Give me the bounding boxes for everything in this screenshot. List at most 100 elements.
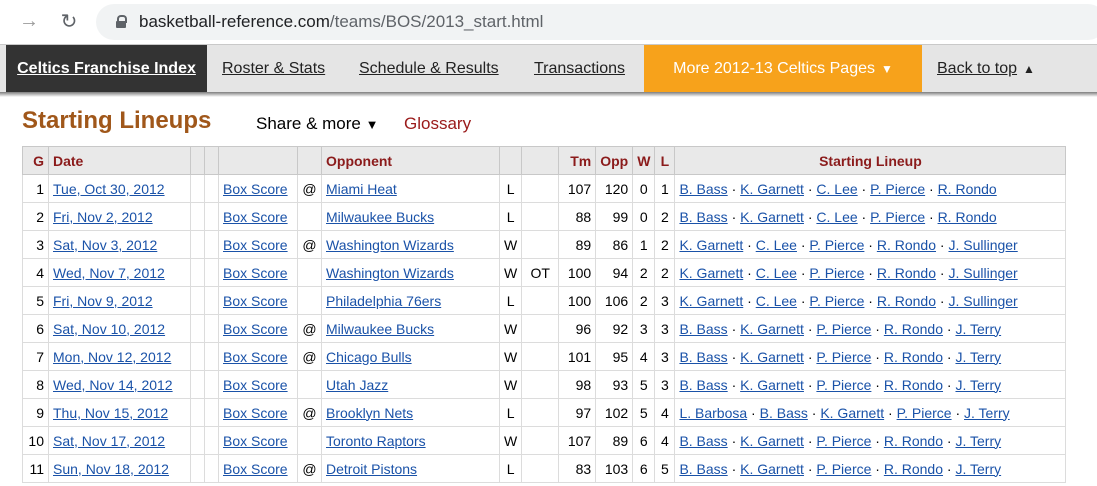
player-link[interactable]: K. Garnett [740, 320, 804, 337]
player-link[interactable]: K. Garnett [679, 236, 744, 253]
opponent-link[interactable]: Brooklyn Nets [326, 404, 414, 421]
player-link[interactable]: K. Garnett [740, 376, 804, 393]
opponent-link[interactable]: Washington Wizards [326, 264, 454, 281]
player-link[interactable]: C. Lee [816, 180, 858, 197]
player-link[interactable]: B. Bass [679, 376, 728, 393]
opponent-link[interactable]: Chicago Bulls [326, 348, 412, 365]
player-link[interactable]: P. Pierce [809, 264, 865, 281]
player-link[interactable]: R. Rondo [883, 320, 944, 337]
box-score-link[interactable]: Box Score [223, 208, 288, 225]
player-link[interactable]: R. Rondo [937, 180, 997, 197]
player-link[interactable]: J. Terry [955, 320, 1002, 337]
header-starting-lineup[interactable]: Starting Lineup [674, 146, 1067, 175]
nav-transactions[interactable]: Transactions [534, 60, 625, 77]
opponent-link[interactable]: Philadelphia 76ers [326, 292, 442, 309]
player-link[interactable]: P. Pierce [809, 236, 865, 253]
player-link[interactable]: K. Garnett [740, 460, 804, 477]
player-link[interactable]: P. Pierce [816, 460, 872, 477]
glossary-link[interactable]: Glossary [404, 114, 472, 133]
box-score-link[interactable]: Box Score [223, 236, 288, 253]
player-link[interactable]: C. Lee [755, 292, 797, 309]
date-link[interactable]: Fri, Nov 2, 2012 [53, 208, 153, 225]
date-link[interactable]: Mon, Nov 12, 2012 [53, 348, 172, 365]
player-link[interactable]: J. Terry [964, 404, 1010, 421]
nav-roster-stats[interactable]: Roster & Stats [222, 60, 326, 77]
player-link[interactable]: R. Rondo [876, 264, 937, 281]
opponent-link[interactable]: Toronto Raptors [326, 432, 426, 449]
header-tm[interactable]: Tm [558, 146, 597, 175]
player-link[interactable]: J. Terry [955, 432, 1002, 449]
player-link[interactable]: K. Garnett [740, 208, 804, 225]
player-link[interactable]: C. Lee [755, 236, 797, 253]
player-link[interactable]: P. Pierce [816, 376, 872, 393]
forward-arrow-icon[interactable]: → [19, 9, 39, 32]
header-opp[interactable]: Opp [595, 146, 634, 175]
player-link[interactable]: K. Garnett [740, 180, 804, 197]
player-link[interactable]: R. Rondo [937, 208, 997, 225]
header-g[interactable]: G [22, 146, 49, 175]
date-link[interactable]: Wed, Nov 7, 2012 [53, 264, 165, 281]
opponent-link[interactable]: Utah Jazz [326, 376, 389, 393]
opponent-link[interactable]: Miami Heat [326, 180, 397, 197]
box-score-link[interactable]: Box Score [223, 432, 288, 449]
player-link[interactable]: L. Barbosa [679, 404, 748, 421]
player-link[interactable]: K. Garnett [820, 404, 885, 421]
date-link[interactable]: Sat, Nov 10, 2012 [53, 320, 166, 337]
nav-franchise-index[interactable]: Celtics Franchise Index [6, 45, 207, 92]
box-score-link[interactable]: Box Score [223, 404, 288, 421]
opponent-link[interactable]: Detroit Pistons [326, 460, 418, 477]
player-link[interactable]: J. Terry [955, 376, 1002, 393]
player-link[interactable]: R. Rondo [883, 432, 944, 449]
share-more-button[interactable]: Share & more ▼ [256, 114, 379, 134]
player-link[interactable]: P. Pierce [816, 348, 872, 365]
player-link[interactable]: P. Pierce [870, 180, 926, 197]
header-opponent[interactable]: Opponent [321, 146, 500, 175]
box-score-link[interactable]: Box Score [223, 320, 288, 337]
player-link[interactable]: R. Rondo [876, 236, 937, 253]
date-link[interactable]: Wed, Nov 14, 2012 [53, 376, 173, 393]
opponent-link[interactable]: Milwaukee Bucks [326, 208, 435, 225]
player-link[interactable]: B. Bass [679, 460, 728, 477]
player-link[interactable]: B. Bass [679, 432, 728, 449]
player-link[interactable]: P. Pierce [809, 292, 865, 309]
player-link[interactable]: C. Lee [755, 264, 797, 281]
player-link[interactable]: J. Terry [955, 460, 1002, 477]
date-link[interactable]: Fri, Nov 9, 2012 [53, 292, 153, 309]
player-link[interactable]: C. Lee [816, 208, 858, 225]
date-link[interactable]: Sat, Nov 3, 2012 [53, 236, 158, 253]
opponent-link[interactable]: Milwaukee Bucks [326, 320, 435, 337]
reload-icon[interactable]: ↻ [60, 10, 78, 33]
player-link[interactable]: P. Pierce [896, 404, 952, 421]
date-link[interactable]: Tue, Oct 30, 2012 [53, 180, 165, 197]
box-score-link[interactable]: Box Score [223, 348, 288, 365]
player-link[interactable]: P. Pierce [816, 320, 872, 337]
player-link[interactable]: J. Sullinger [948, 264, 1018, 281]
address-bar[interactable]: basketball-reference.com/teams/BOS/2013_… [96, 4, 1097, 40]
player-link[interactable]: B. Bass [679, 180, 728, 197]
player-link[interactable]: K. Garnett [679, 292, 744, 309]
date-link[interactable]: Sun, Nov 18, 2012 [53, 460, 169, 477]
header-l[interactable]: L [654, 146, 676, 175]
player-link[interactable]: K. Garnett [679, 264, 744, 281]
box-score-link[interactable]: Box Score [223, 376, 288, 393]
nav-more-pages[interactable]: More 2012-13 Celtics Pages ▼ [644, 45, 922, 92]
header-w[interactable]: W [632, 146, 656, 175]
player-link[interactable]: B. Bass [679, 348, 728, 365]
player-link[interactable]: B. Bass [759, 404, 808, 421]
nav-schedule-results[interactable]: Schedule & Results [359, 60, 499, 77]
player-link[interactable]: K. Garnett [740, 348, 804, 365]
player-link[interactable]: R. Rondo [883, 376, 944, 393]
player-link[interactable]: J. Sullinger [948, 236, 1018, 253]
player-link[interactable]: R. Rondo [876, 292, 937, 309]
opponent-link[interactable]: Washington Wizards [326, 236, 454, 253]
box-score-link[interactable]: Box Score [223, 292, 288, 309]
player-link[interactable]: P. Pierce [870, 208, 926, 225]
nav-back-to-top[interactable]: Back to top ▲ [937, 45, 1035, 92]
date-link[interactable]: Sat, Nov 17, 2012 [53, 432, 166, 449]
player-link[interactable]: R. Rondo [883, 460, 944, 477]
date-link[interactable]: Thu, Nov 15, 2012 [53, 404, 169, 421]
box-score-link[interactable]: Box Score [223, 460, 288, 477]
player-link[interactable]: B. Bass [679, 320, 728, 337]
header-date[interactable]: Date [48, 146, 191, 175]
box-score-link[interactable]: Box Score [223, 180, 288, 197]
